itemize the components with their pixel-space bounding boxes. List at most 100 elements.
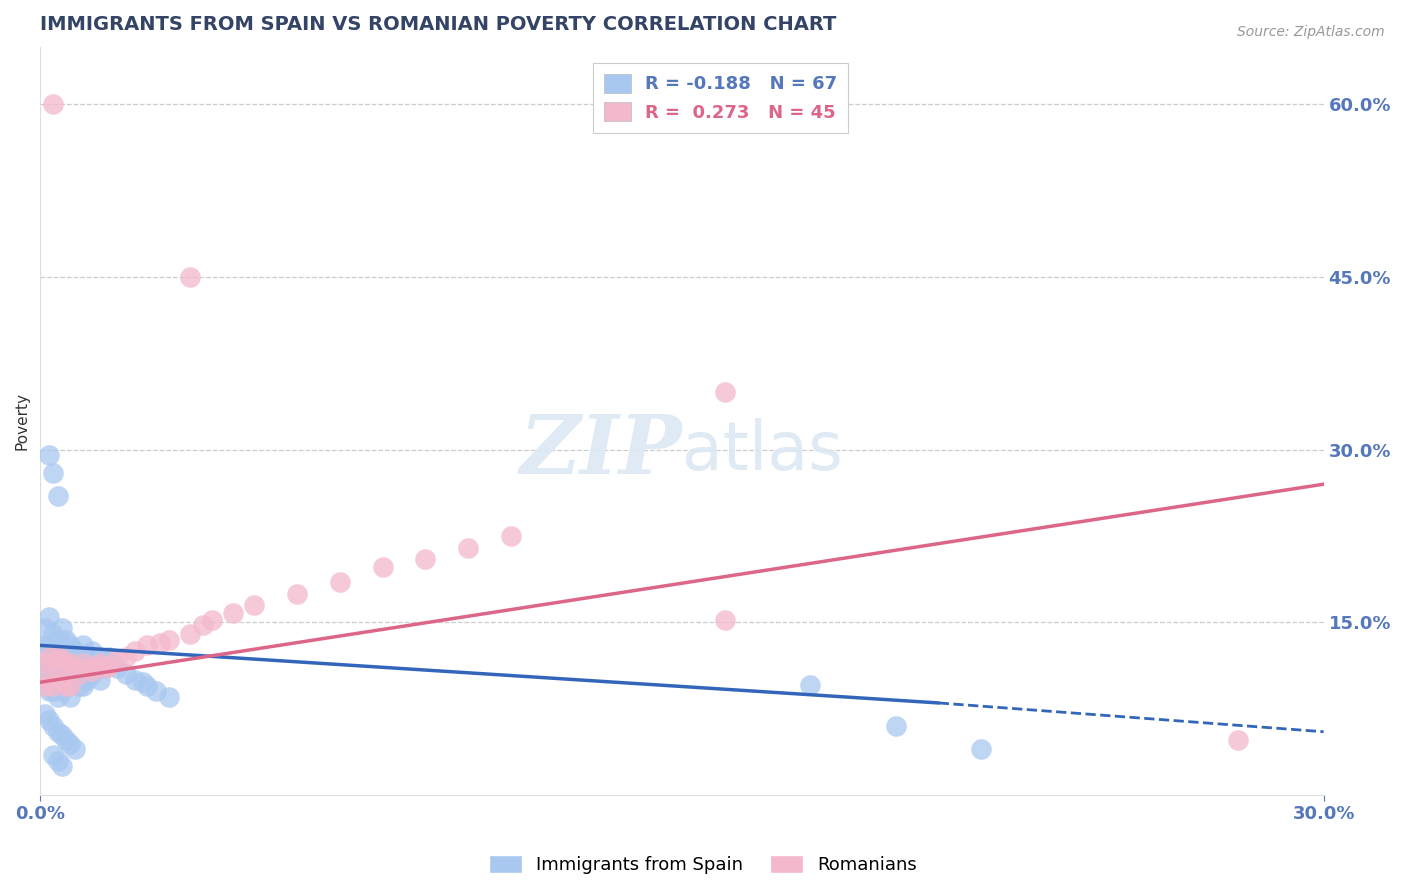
Point — [38, 656, 60, 670]
Point — [55, 679, 77, 693]
Text: Source: ZipAtlas.com: Source: ZipAtlas.com — [1237, 25, 1385, 39]
Point — [42, 679, 65, 693]
Point — [34, 639, 56, 653]
Point — [1227, 732, 1250, 747]
Point — [51, 759, 73, 773]
Point — [84, 659, 107, 673]
Point — [285, 586, 308, 600]
Point — [46, 649, 69, 664]
Point — [145, 684, 167, 698]
Point — [89, 649, 111, 664]
Point — [84, 656, 107, 670]
Point — [34, 679, 56, 693]
Point — [46, 754, 69, 768]
Point — [149, 636, 172, 650]
Point — [93, 661, 115, 675]
Text: ZIP: ZIP — [519, 411, 682, 491]
Point — [89, 673, 111, 687]
Point — [72, 679, 94, 693]
Point — [714, 385, 737, 400]
Point — [42, 684, 65, 698]
Point — [72, 639, 94, 653]
Point — [46, 673, 69, 687]
Point — [136, 639, 159, 653]
Point — [42, 656, 65, 670]
Point — [89, 656, 111, 670]
Point — [107, 661, 129, 675]
Point — [714, 613, 737, 627]
Point — [55, 632, 77, 647]
Point — [51, 644, 73, 658]
Point — [42, 627, 65, 641]
Point — [38, 673, 60, 687]
Point — [51, 728, 73, 742]
Point — [51, 652, 73, 666]
Point — [34, 661, 56, 675]
Point — [499, 529, 522, 543]
Point — [38, 684, 60, 698]
Point — [97, 649, 120, 664]
Point — [38, 639, 60, 653]
Point — [51, 621, 73, 635]
Point — [136, 679, 159, 693]
Point — [55, 656, 77, 670]
Point — [34, 656, 56, 670]
Point — [55, 656, 77, 670]
Point — [371, 560, 394, 574]
Point — [59, 661, 82, 675]
Point — [67, 649, 90, 664]
Point — [72, 656, 94, 670]
Point — [415, 552, 437, 566]
Point — [76, 649, 98, 664]
Point — [329, 575, 352, 590]
Point — [80, 667, 103, 681]
Point — [55, 732, 77, 747]
Legend: R = -0.188   N = 67, R =  0.273   N = 45: R = -0.188 N = 67, R = 0.273 N = 45 — [593, 63, 848, 133]
Point — [34, 621, 56, 635]
Point — [179, 627, 201, 641]
Point — [46, 489, 69, 503]
Point — [42, 97, 65, 112]
Point — [46, 690, 69, 705]
Point — [42, 649, 65, 664]
Point — [243, 598, 266, 612]
Point — [46, 632, 69, 647]
Point — [191, 617, 214, 632]
Point — [59, 656, 82, 670]
Point — [76, 673, 98, 687]
Point — [157, 632, 180, 647]
Point — [63, 661, 86, 675]
Point — [80, 664, 103, 678]
Point — [124, 673, 146, 687]
Point — [200, 613, 222, 627]
Point — [63, 742, 86, 756]
Point — [51, 675, 73, 690]
Y-axis label: Poverty: Poverty — [15, 392, 30, 450]
Point — [799, 677, 821, 691]
Point — [59, 738, 82, 752]
Point — [51, 661, 73, 675]
Point — [34, 707, 56, 722]
Point — [80, 644, 103, 658]
Point — [42, 719, 65, 733]
Point — [970, 742, 993, 756]
Point — [124, 644, 146, 658]
Point — [132, 675, 155, 690]
Point — [107, 652, 129, 666]
Point — [884, 719, 907, 733]
Point — [63, 673, 86, 687]
Point — [115, 649, 138, 664]
Point — [46, 724, 69, 739]
Point — [457, 541, 479, 555]
Point — [59, 690, 82, 705]
Point — [67, 679, 90, 693]
Point — [46, 667, 69, 681]
Point — [101, 656, 124, 670]
Point — [97, 659, 120, 673]
Point — [38, 673, 60, 687]
Point — [67, 667, 90, 681]
Point — [59, 679, 82, 693]
Point — [72, 656, 94, 670]
Point — [38, 713, 60, 727]
Point — [46, 649, 69, 664]
